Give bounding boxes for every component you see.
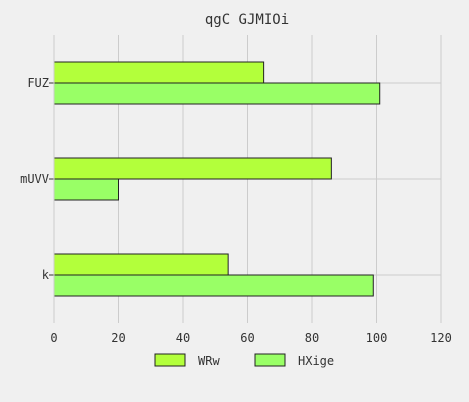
chart-title: qgC GJMIOi [205,12,289,28]
x-tick-label: 120 [430,331,452,345]
y-axis: FUZ mUVV k [20,35,55,323]
y-tick-label: mUVV [20,172,49,186]
bar-WRw-FUZ [53,61,265,84]
x-tick-label: 100 [366,331,388,345]
legend: WRw HXige [154,353,334,368]
x-axis: 0 20 40 60 80 100 120 [50,331,451,345]
y-tick-label: FUZ [27,76,49,90]
x-tick-label: 60 [240,331,254,345]
x-tick-label: 80 [305,331,319,345]
bar-WRw-mUVV [53,157,332,180]
x-tick-label: 20 [111,331,125,345]
x-tick-label: 40 [176,331,190,345]
bar-WRw-k [53,253,229,276]
bar-HXige-mUVV [53,178,119,201]
bar-HXige-k [53,274,374,297]
legend-swatch [254,353,286,367]
bar-HXige-FUZ [53,82,381,105]
y-tick-label: k [42,268,50,282]
legend-label: HXige [298,354,334,368]
x-tick-label: 0 [50,331,57,345]
legend-swatch [154,353,186,367]
legend-label: WRw [198,354,220,368]
